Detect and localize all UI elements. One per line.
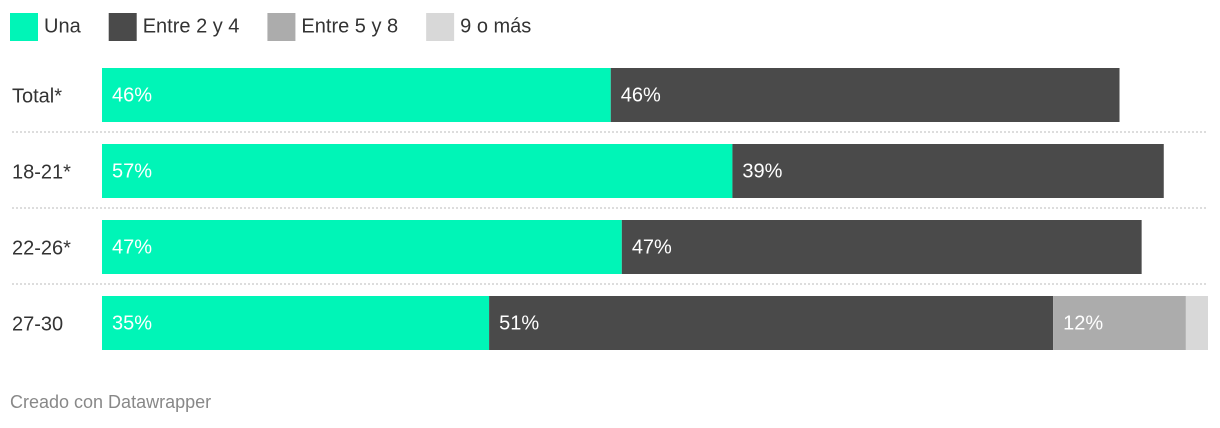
legend-label: Entre 5 y 8: [301, 15, 398, 37]
value-label: 51%: [499, 312, 539, 334]
bar-segment: [102, 68, 611, 122]
legend-swatch: [10, 13, 38, 41]
value-label: 39%: [742, 160, 782, 182]
bar-segment: [621, 220, 1142, 274]
bar-segment: [610, 68, 1120, 122]
category-label: Total*: [12, 85, 62, 107]
bar-segment: [732, 144, 1164, 198]
value-label: 46%: [621, 84, 661, 106]
legend-swatch: [267, 13, 296, 41]
legend-label: Entre 2 y 4: [143, 15, 240, 37]
credit: Creado con Datawrapper: [10, 392, 211, 412]
category-label: 18-21*: [12, 161, 71, 183]
value-label: 57%: [112, 160, 152, 182]
value-label: 47%: [632, 236, 672, 258]
value-label: 46%: [112, 84, 152, 106]
legend-swatch: [108, 13, 137, 41]
value-label: 12%: [1063, 312, 1103, 334]
category-label: 27-30: [12, 313, 63, 335]
bar-segment: [102, 296, 490, 350]
bar-segment: [489, 296, 1054, 350]
legend-label: Una: [44, 15, 82, 37]
bar-segment: [1185, 296, 1208, 350]
value-label: 47%: [112, 236, 152, 258]
bar-segment: [1053, 296, 1186, 350]
category-label: 22-26*: [12, 237, 71, 259]
legend-swatch: [426, 13, 455, 41]
bar-segment: [102, 220, 622, 274]
value-label: 35%: [112, 312, 152, 334]
legend-label: 9 o más: [460, 15, 531, 37]
bar-segment: [102, 144, 733, 198]
